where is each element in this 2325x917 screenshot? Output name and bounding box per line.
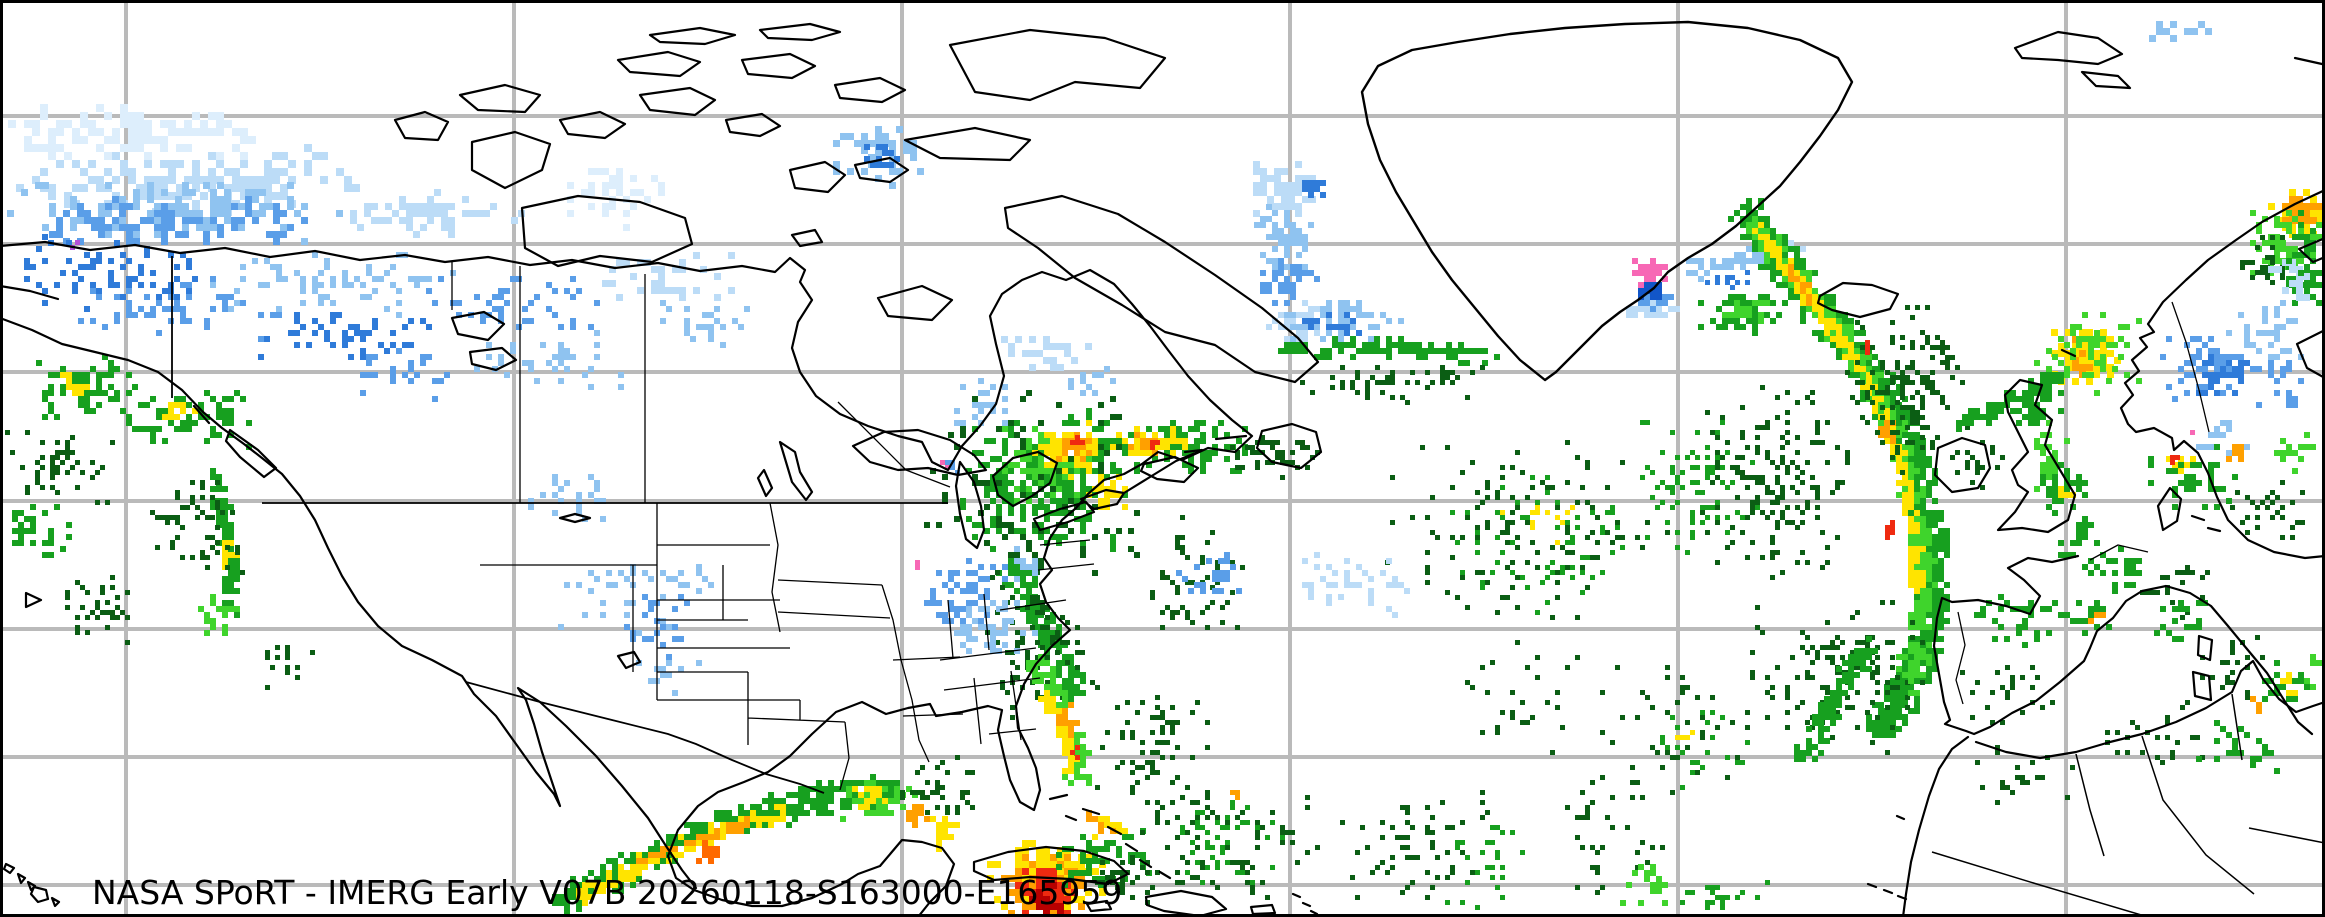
caribbean-islands (972, 793, 1319, 917)
coastline-iceland (1816, 281, 1900, 319)
corsica-sardinia (2191, 634, 2214, 702)
coastline-denmark (2156, 486, 2222, 533)
coastline-british-isles (1933, 348, 2077, 534)
svalbard-islands (2013, 30, 2324, 90)
scandinavia-inner-border (2171, 301, 2210, 433)
canadian-lakes (450, 310, 814, 670)
coastline-pacific (0, 316, 698, 890)
coastline-scandinavia (2119, 188, 2325, 560)
coastlines-layer (0, 20, 2325, 917)
hawaii-islands (2, 591, 61, 908)
precipitation-layer (5, 21, 2325, 917)
europe-inner-borders (1955, 544, 2149, 705)
map-caption: NASA SPoRT - IMERG Early V07B 20260118-S… (92, 873, 1123, 912)
vancouver-island (192, 404, 278, 479)
newfoundland-maritimes (1139, 422, 1323, 484)
canary-madeira-islands (1866, 814, 1908, 901)
coastline-alaska-west (0, 284, 60, 301)
africa-inner-borders (1931, 693, 2325, 917)
political-borders-layer (171, 256, 2325, 917)
coastline-africa (1901, 659, 2325, 917)
arctic-islands (393, 22, 1320, 384)
us-mexico-border (465, 681, 825, 794)
us-state-borders (480, 502, 1095, 791)
coastline-arctic-and-east-north-america (0, 240, 1254, 917)
coastline-finland-kola (2295, 236, 2325, 380)
coastline-europe-mainland (1932, 554, 2314, 736)
great-lakes (851, 428, 1202, 550)
coastline-greenland (1360, 20, 1854, 382)
canadian-province-borders (451, 262, 951, 503)
